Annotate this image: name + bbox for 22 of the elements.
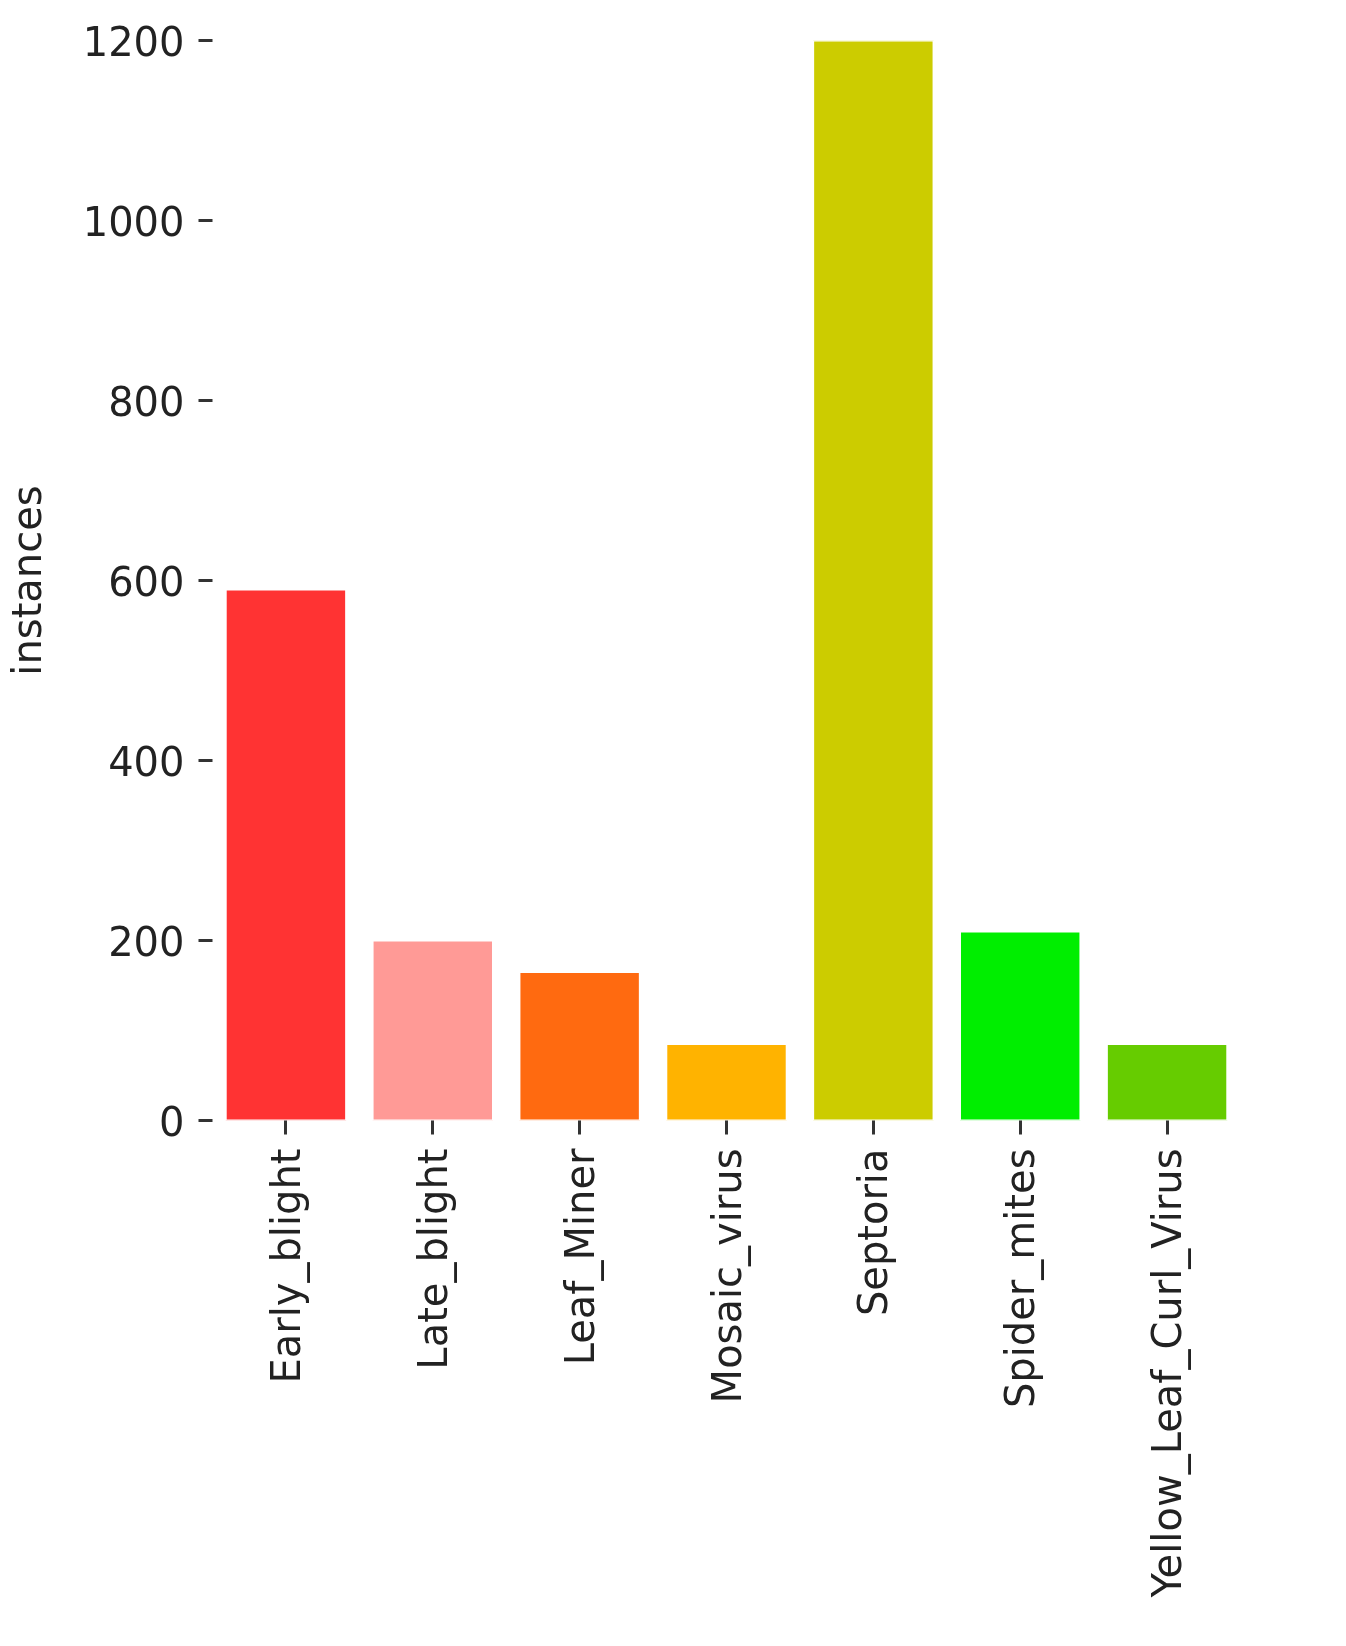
y-tick-label: 800 [108, 378, 185, 425]
x-tick-label: Early_blight [262, 1148, 310, 1384]
bar [812, 40, 935, 1121]
bar [518, 971, 641, 1121]
y-axis-title: instances [3, 485, 50, 676]
bar [1105, 1043, 1229, 1121]
y-tick-label: 0 [159, 1098, 185, 1145]
bar [224, 588, 348, 1121]
x-tick-label: Spider_mites [997, 1148, 1045, 1409]
bar [371, 939, 494, 1121]
x-tick-label: Late_blight [409, 1148, 457, 1370]
y-tick-label: 200 [108, 918, 185, 965]
y-tick-label: 600 [108, 558, 185, 605]
x-tick-label: Leaf_Miner [556, 1147, 604, 1366]
y-tick-label: 1200 [82, 18, 185, 65]
x-tick-label: Yellow_Leaf_Curl_Virus [1144, 1148, 1192, 1599]
x-tick-label: Mosaic_virus [703, 1148, 751, 1404]
y-tick-label: 400 [108, 738, 185, 785]
y-tick-label: 1000 [82, 198, 185, 245]
bar [959, 930, 1082, 1121]
bar [665, 1043, 788, 1121]
x-tick-label: Septoria [850, 1148, 897, 1317]
